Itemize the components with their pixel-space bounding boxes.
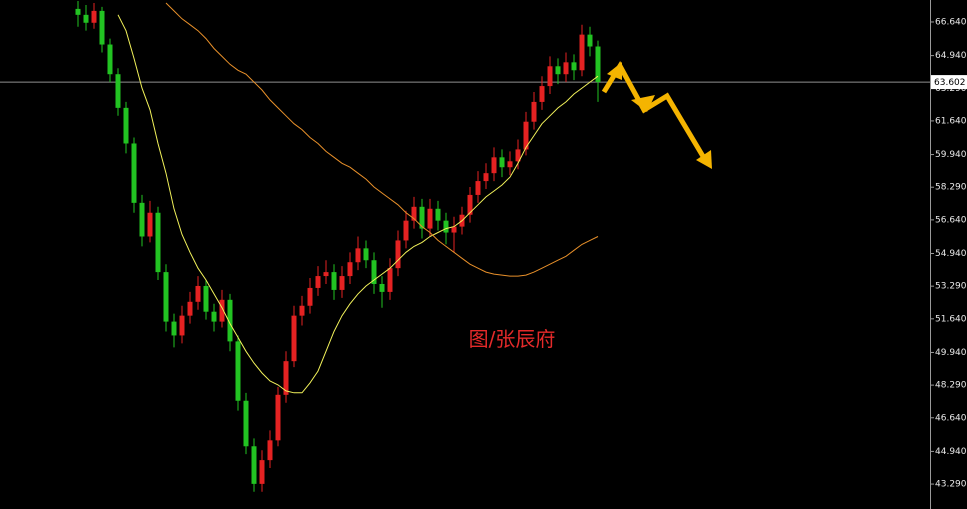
annotation: 图/张辰府 (469, 327, 556, 351)
y-tick-label: 58.290 (935, 183, 967, 193)
candle-body (267, 440, 273, 461)
candle-body (563, 62, 569, 75)
candle-body (467, 194, 473, 215)
y-tick-label: 61.640 (935, 116, 967, 126)
y-tick-label: 48.290 (935, 381, 967, 391)
candle-body (579, 34, 585, 71)
candle-body (235, 341, 241, 401)
candle-body (171, 321, 177, 336)
candle-body (539, 86, 545, 102)
candle-body (339, 276, 345, 290)
candle-body (371, 260, 377, 284)
y-tick-label: 64.940 (935, 51, 967, 61)
candle-body (483, 173, 489, 182)
candle-body (523, 121, 529, 150)
y-tick-label: 53.290 (935, 282, 967, 292)
candle-body (451, 226, 457, 233)
candle-body (91, 10, 97, 23)
candle-body (187, 301, 193, 316)
candle-body (107, 44, 113, 75)
candle-body (139, 202, 145, 237)
candle-body (347, 262, 353, 277)
y-tick-label: 49.940 (935, 348, 967, 358)
candle-body (555, 66, 561, 75)
y-tick-label: 46.640 (935, 413, 967, 423)
candle-body (419, 206, 425, 229)
candle-body (323, 272, 329, 277)
candle-body (507, 161, 513, 168)
y-tick-label: 43.290 (935, 480, 967, 490)
current-price-box (931, 75, 967, 90)
candle-body (131, 143, 137, 203)
arrow-head (631, 95, 655, 112)
candle-body (275, 394, 281, 441)
candle-body (515, 149, 521, 162)
candle-body (283, 361, 289, 395)
candle-body (587, 34, 593, 47)
candle-body (179, 315, 185, 336)
candle-body (243, 400, 249, 447)
candle-body (251, 446, 257, 484)
candle-body (571, 62, 577, 71)
candle-body (443, 220, 449, 233)
y-tick-label: 66.640 (935, 17, 967, 27)
current-price-label: 63.602 (934, 78, 966, 88)
y-tick-label: 56.640 (935, 215, 967, 225)
candle-body (355, 248, 361, 263)
candle-body (475, 181, 481, 195)
candle-body (411, 206, 417, 221)
arrow-head (607, 62, 622, 80)
price-axis: 66.64064.94063.29061.64059.94058.29056.6… (930, 17, 967, 490)
candle-body (211, 311, 217, 322)
candle-body (163, 272, 169, 322)
y-tick-label: 51.640 (935, 314, 967, 324)
y-tick-label: 54.940 (935, 249, 967, 259)
candle-body (203, 285, 209, 312)
candle-body (115, 74, 121, 108)
candle-body (395, 240, 401, 269)
candle-body (331, 272, 337, 290)
arrow-head (696, 150, 712, 169)
forecast-arrows (601, 61, 712, 169)
candle-body (491, 157, 497, 174)
candle-body (195, 285, 201, 302)
candle-body (595, 46, 601, 83)
candle-body (379, 283, 385, 292)
moving-average-line (165, 2, 599, 277)
candle-body (315, 276, 321, 288)
candle-body (155, 212, 161, 273)
candle-body (147, 212, 153, 237)
candle-body (219, 299, 225, 322)
plot-area (0, 0, 930, 492)
candle-body (75, 8, 81, 15)
candle-body (123, 107, 129, 144)
candle-body (227, 299, 233, 342)
candle-body (307, 287, 313, 306)
candle-body (387, 268, 393, 292)
y-tick-label: 44.940 (935, 447, 967, 457)
candle-body (427, 208, 433, 229)
candle-body (99, 10, 105, 45)
candle-body (83, 14, 89, 23)
candle-body (259, 460, 265, 484)
candle-body (499, 157, 505, 168)
moving-average-line (117, 14, 599, 394)
y-tick-label: 59.940 (935, 150, 967, 160)
candle-body (403, 220, 409, 241)
candle-body (291, 315, 297, 362)
candle-body (547, 66, 553, 87)
candle-body (531, 101, 537, 122)
candle-body (435, 208, 441, 221)
candle-body (363, 248, 369, 261)
candle-body (299, 305, 305, 316)
